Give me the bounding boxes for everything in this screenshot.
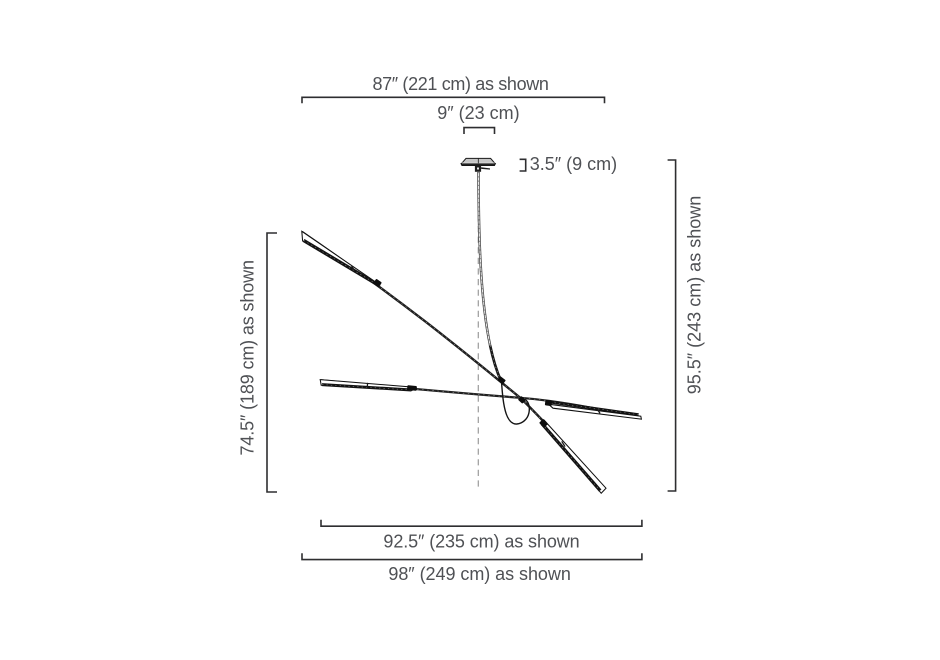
svg-text:74.5″ (189 cm) as shown: 74.5″ (189 cm) as shown [238, 260, 258, 455]
svg-text:9″ (23 cm): 9″ (23 cm) [437, 103, 519, 123]
svg-text:98″ (249 cm) as shown: 98″ (249 cm) as shown [388, 564, 570, 584]
svg-text:92.5″ (235 cm) as shown: 92.5″ (235 cm) as shown [383, 532, 579, 552]
svg-text:95.5″ (243 cm) as shown: 95.5″ (243 cm) as shown [684, 196, 704, 394]
svg-text:3.5″ (9 cm): 3.5″ (9 cm) [530, 154, 617, 174]
svg-text:87″ (221 cm) as shown: 87″ (221 cm) as shown [372, 74, 548, 94]
